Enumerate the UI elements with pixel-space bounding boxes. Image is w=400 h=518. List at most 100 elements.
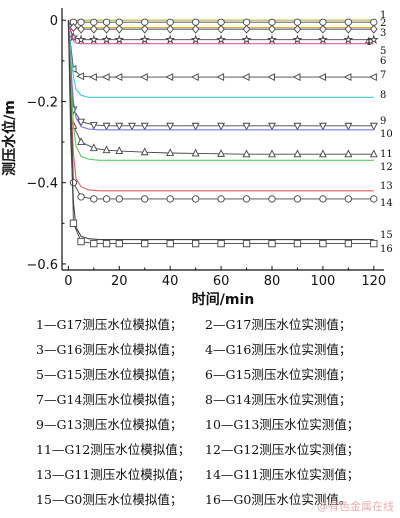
data-point bbox=[242, 24, 251, 34]
data-point bbox=[101, 73, 110, 81]
data-point bbox=[115, 18, 123, 26]
data-point bbox=[88, 34, 99, 44]
data-point bbox=[191, 18, 200, 26]
data-point bbox=[166, 148, 175, 157]
data-point bbox=[216, 73, 225, 81]
series-number-label: 2 bbox=[380, 18, 386, 29]
data-point bbox=[90, 239, 98, 248]
series-line bbox=[67, 20, 374, 98]
data-point bbox=[128, 122, 136, 131]
y-tick-label: −0.6 bbox=[26, 258, 58, 273]
data-point bbox=[165, 34, 176, 44]
series-number-label: 5 bbox=[380, 46, 386, 57]
data-point bbox=[77, 237, 85, 246]
data-point bbox=[69, 22, 78, 32]
data-point bbox=[241, 34, 252, 44]
data-point bbox=[101, 34, 112, 44]
data-point bbox=[115, 24, 124, 34]
data-point bbox=[319, 18, 327, 26]
data-point bbox=[344, 149, 353, 158]
data-point bbox=[268, 24, 276, 34]
series-line bbox=[67, 24, 374, 78]
series-number-label: 9 bbox=[380, 116, 386, 127]
series-line bbox=[67, 20, 374, 161]
series-line bbox=[67, 24, 374, 41]
data-point bbox=[140, 122, 149, 131]
axes: 0 20 40 60 80 100 120 0 −0.2 −0.4 −0.6 bbox=[26, 8, 386, 289]
legend-row: 13—G11测压水位模拟值； 14—G11测压水位实测值； bbox=[0, 465, 400, 485]
x-tick-label: 20 bbox=[111, 274, 128, 289]
data-point bbox=[141, 239, 149, 248]
series-number-label: 8 bbox=[380, 90, 386, 101]
legend-item: 3—G16测压水位模拟值； bbox=[36, 342, 183, 357]
data-point bbox=[77, 24, 85, 34]
data-point bbox=[344, 122, 353, 131]
data-point bbox=[90, 18, 98, 26]
y-axis-title: 测压水位/m bbox=[1, 100, 18, 176]
series-line bbox=[68, 21, 374, 30]
data-point bbox=[90, 24, 98, 34]
data-point bbox=[292, 73, 301, 81]
series-number-label: 13 bbox=[380, 181, 393, 192]
data-point bbox=[242, 18, 251, 26]
legend-item: 7—G14测压水位模拟值； bbox=[36, 392, 183, 407]
legend-row: 11—G12测压水位模拟值； 12—G12测压水位实测值； bbox=[0, 440, 400, 460]
data-point bbox=[115, 195, 123, 203]
data-point bbox=[370, 195, 378, 203]
data-point bbox=[217, 149, 226, 157]
series-10 bbox=[67, 20, 374, 131]
x-axis-title: 时间/min bbox=[192, 291, 254, 308]
data-point bbox=[140, 147, 149, 156]
series-line bbox=[67, 24, 374, 155]
y-tick-label: −0.2 bbox=[26, 95, 58, 110]
legend-row: 7—G14测压水位模拟值； 8—G14测压水位实测值； bbox=[0, 390, 400, 410]
series-number-label: 16 bbox=[380, 244, 393, 255]
data-point bbox=[369, 149, 378, 158]
data-point bbox=[370, 239, 378, 248]
data-point bbox=[115, 146, 124, 154]
legend-item: 10—G13测压水位实测值； bbox=[205, 417, 360, 432]
data-point bbox=[216, 34, 227, 44]
series-line bbox=[67, 24, 374, 200]
data-point bbox=[318, 73, 326, 81]
data-point bbox=[241, 73, 250, 81]
data-point bbox=[76, 34, 87, 44]
data-point bbox=[344, 18, 353, 26]
data-point bbox=[293, 24, 302, 34]
series-number-label: 10 bbox=[380, 129, 393, 140]
data-point bbox=[77, 18, 85, 26]
data-point bbox=[318, 122, 327, 131]
data-point bbox=[102, 24, 111, 34]
data-point bbox=[292, 34, 303, 44]
data-point bbox=[166, 195, 174, 203]
legend-item: 8—G14测压水位实测值； bbox=[205, 392, 352, 407]
data-point bbox=[370, 24, 378, 34]
series-number-label: 4 bbox=[365, 37, 371, 48]
y-tick-label: −0.4 bbox=[26, 177, 58, 192]
data-point bbox=[369, 122, 378, 131]
data-point bbox=[114, 34, 125, 44]
data-point bbox=[102, 122, 111, 131]
data-point bbox=[114, 73, 123, 81]
data-point bbox=[242, 239, 251, 248]
data-point bbox=[293, 239, 302, 248]
series-5 bbox=[67, 24, 379, 44]
x-tick-label: 0 bbox=[64, 274, 72, 289]
data-point bbox=[268, 18, 276, 26]
watermark: @有色金属在线 bbox=[317, 500, 394, 513]
data-point bbox=[318, 149, 327, 158]
data-point bbox=[191, 195, 200, 203]
data-point bbox=[369, 73, 377, 81]
legend-item: 15—G0测压水位模拟值； bbox=[36, 492, 183, 507]
data-point bbox=[115, 122, 124, 131]
data-point bbox=[217, 195, 225, 203]
data-point bbox=[165, 73, 174, 81]
data-point bbox=[90, 195, 98, 203]
series-number-label: 3 bbox=[380, 28, 386, 39]
legend-item: 16—G0测压水位实测值。 bbox=[205, 492, 352, 507]
y-tick-label: 0 bbox=[50, 14, 58, 29]
data-point bbox=[344, 195, 353, 203]
data-point bbox=[268, 122, 276, 131]
x-tick-label: 40 bbox=[162, 274, 179, 289]
